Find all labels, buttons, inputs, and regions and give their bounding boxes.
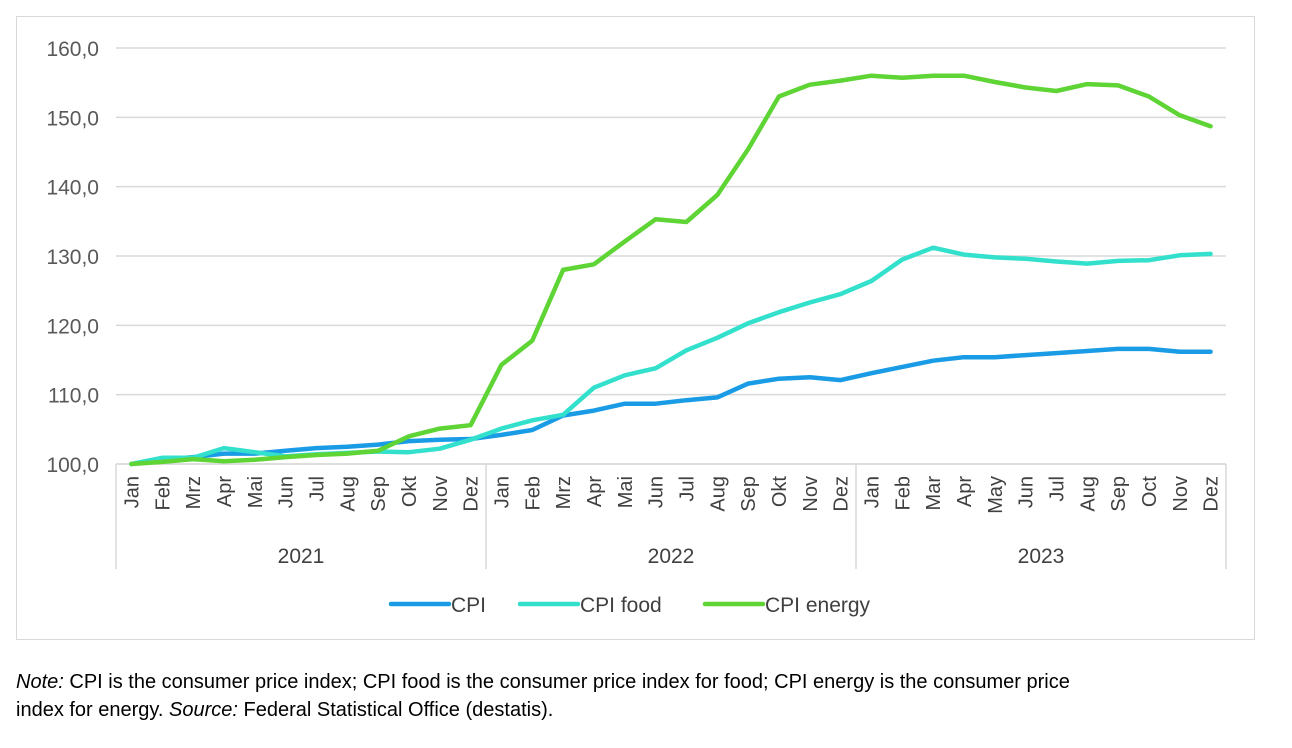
source-text: Federal Statistical Office (destatis). bbox=[237, 699, 554, 721]
series-line-cpi bbox=[129, 346, 1213, 467]
gridlines bbox=[116, 47, 1226, 465]
x-tick-label: Sep bbox=[368, 476, 390, 512]
legend-label: CPI bbox=[451, 594, 486, 617]
y-tick-label: 140,0 bbox=[46, 177, 99, 200]
line-chart: 100,0 110,0 120,0 130,0 140,0 150,0 160,0 Jan F… bbox=[46, 38, 1227, 617]
x-tick-label: Nov bbox=[800, 476, 822, 512]
y-axis: 100,0 110,0 120,0 130,0 140,0 150,0 160,0 bbox=[46, 38, 99, 477]
x-tick-label: Okt bbox=[399, 476, 421, 508]
x-tick-label: Okt bbox=[769, 476, 791, 508]
y-tick-label: 160,0 bbox=[46, 38, 99, 61]
year-label: 2022 bbox=[648, 545, 695, 568]
note-text: CPI is the consumer price index; CPI foo… bbox=[63, 671, 1070, 693]
x-tick-label: Feb bbox=[152, 476, 174, 510]
x-tick-label: Aug bbox=[707, 476, 729, 512]
x-axis: Jan Feb Mrz Apr Mai Jun Jul Aug Sep Okt Nov Dez Jan F… bbox=[115, 463, 1227, 569]
x-tick-label: Jun bbox=[646, 476, 668, 508]
x-tick-label: Jun bbox=[276, 476, 298, 508]
x-tick-label: Jan bbox=[861, 476, 883, 508]
x-tick-label: Nov bbox=[430, 476, 452, 512]
x-tick-label: Mrz bbox=[553, 476, 575, 509]
y-tick-label: 150,0 bbox=[46, 107, 99, 130]
x-tick-label: May bbox=[985, 476, 1007, 514]
note-line-2: index for energy. Source: Federal Statis… bbox=[16, 696, 1292, 724]
note-line2-text: index for energy. bbox=[16, 699, 170, 721]
note-label: Note: bbox=[16, 671, 64, 693]
chart-frame: 100,0 110,0 120,0 130,0 140,0 150,0 160,0 Jan F… bbox=[16, 16, 1255, 640]
x-tick-label: Sep bbox=[1108, 476, 1130, 512]
year-label: 2023 bbox=[1018, 545, 1065, 568]
x-tick-label: Apr bbox=[954, 476, 976, 507]
series-line-cpi-energy bbox=[129, 73, 1213, 467]
x-tick-label: Nov bbox=[1170, 476, 1192, 512]
x-tick-label: Mrz bbox=[183, 476, 205, 509]
x-tick-label: Apr bbox=[214, 476, 236, 507]
x-tick-label: Feb bbox=[522, 476, 544, 510]
x-tick-label: Mar bbox=[923, 476, 945, 511]
note-line-1: Note: CPI is the consumer price index; C… bbox=[16, 668, 1292, 696]
x-tick-label: Oct bbox=[1139, 476, 1161, 508]
x-tick-label: Jan bbox=[121, 476, 143, 508]
year-label: 2021 bbox=[278, 545, 325, 568]
x-tick-label: Aug bbox=[1077, 476, 1099, 512]
x-tick-label: Apr bbox=[584, 476, 606, 507]
x-tick-label: Dez bbox=[831, 476, 853, 512]
x-tick-label: Jun bbox=[1016, 476, 1038, 508]
x-tick-label: Jul bbox=[1046, 476, 1068, 502]
y-tick-label: 120,0 bbox=[46, 315, 99, 338]
series-lines bbox=[129, 73, 1213, 467]
legend-label: CPI energy bbox=[765, 594, 871, 617]
legend: CPI CPI food CPI energy bbox=[388, 594, 871, 617]
y-tick-label: 110,0 bbox=[48, 385, 99, 408]
x-tick-label: Feb bbox=[892, 476, 914, 510]
x-tick-label: Mai bbox=[615, 476, 637, 508]
x-tick-label: Jul bbox=[676, 476, 698, 502]
x-tick-label: Mai bbox=[245, 476, 267, 508]
legend-label: CPI food bbox=[580, 594, 662, 617]
x-tick-label: Aug bbox=[337, 476, 359, 512]
x-tick-label: Sep bbox=[738, 476, 760, 512]
chart-note: Note: CPI is the consumer price index; C… bbox=[16, 668, 1292, 724]
x-tick-label: Jul bbox=[306, 476, 328, 502]
x-tick-label: Dez bbox=[1201, 476, 1223, 512]
x-tick-label: Jan bbox=[491, 476, 513, 508]
x-tick-label: Dez bbox=[461, 476, 483, 512]
y-tick-label: 130,0 bbox=[46, 246, 99, 269]
source-label: Source: bbox=[169, 699, 238, 721]
y-tick-label: 100,0 bbox=[46, 454, 99, 477]
